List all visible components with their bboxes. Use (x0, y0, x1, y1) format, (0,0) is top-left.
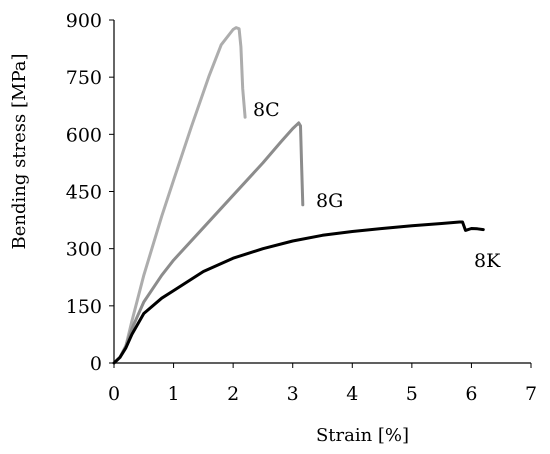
series-layer (112, 26, 485, 365)
x-tick-label: 5 (406, 383, 418, 405)
x-tick-label: 1 (168, 383, 180, 405)
y-tick-label: 450 (66, 182, 102, 204)
series-labels: 8C 8G 8K (253, 99, 501, 272)
x-tick-label: 2 (227, 383, 239, 405)
x-tick-label: 6 (465, 383, 477, 405)
x-tick-label: 4 (346, 383, 358, 405)
series-label-8c: 8C (253, 99, 280, 121)
y-axis-title: Bending stress [MPa] (9, 53, 30, 249)
plot-area: 0 1 2 3 4 5 6 7 0 150 300 450 600 750 900 8C 8G 8K (66, 10, 537, 405)
y-tick-label: 900 (66, 10, 102, 32)
y-tick-label: 750 (66, 67, 102, 89)
y-tick-label: 300 (66, 239, 102, 261)
x-ticks: 0 1 2 3 4 5 6 7 (108, 363, 537, 405)
x-tick-label: 0 (108, 383, 120, 405)
x-tick-label: 3 (287, 383, 299, 405)
y-tick-label: 600 (66, 124, 102, 146)
series-label-8g: 8G (316, 190, 343, 212)
series-line-8k (112, 220, 485, 365)
y-ticks: 0 150 300 450 600 750 900 (66, 10, 114, 375)
x-axis-title: Strain [%] (316, 425, 409, 446)
series-label-8k: 8K (474, 250, 501, 272)
y-tick-label: 150 (66, 296, 102, 318)
x-tick-label: 7 (525, 383, 537, 405)
y-tick-label: 0 (90, 353, 102, 375)
series-line-8g (112, 121, 305, 365)
series-line-8c (112, 26, 247, 365)
